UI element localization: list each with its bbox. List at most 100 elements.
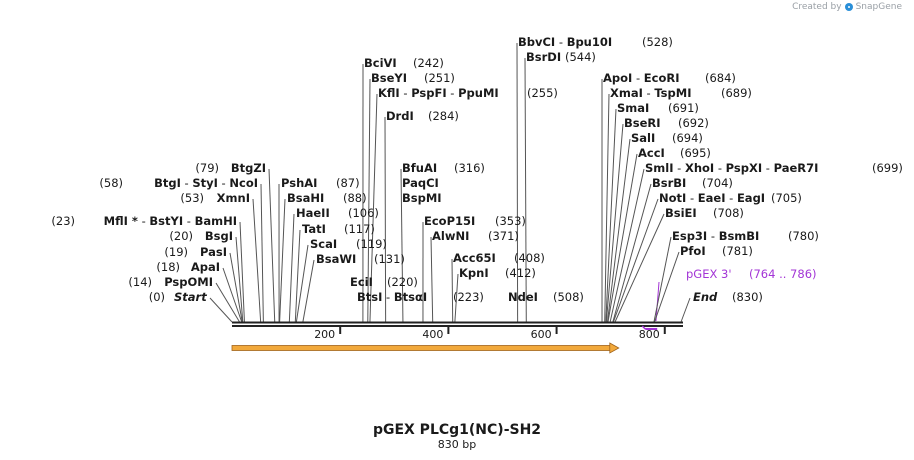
start-label: Start	[174, 290, 207, 304]
site-bspmi: BspMI	[402, 191, 442, 205]
site-bsrdi: BsrDI	[526, 50, 561, 64]
leader-drdi	[384, 116, 387, 323]
site-btgi-styi-ncoi: BtgI - StyI - NcoI	[154, 176, 258, 190]
site-pos-bcivi: (242)	[413, 56, 444, 70]
site-kfli-pspfi-ppumi: KflI - PspFI - PpuMI	[378, 86, 499, 100]
site-pos-bsawi: (131)	[374, 252, 405, 266]
site-acci: AccI	[638, 146, 665, 160]
site-scai: ScaI	[310, 237, 337, 251]
site-haeii: HaeII	[296, 206, 330, 220]
map-length: 830 bp	[438, 438, 476, 451]
site-bsgi: BsgI	[205, 229, 233, 243]
site-drdi: DrdI	[386, 109, 414, 123]
site-pos-apoi-ecori: (684)	[705, 71, 736, 85]
site-pos-ecii: (220)	[387, 275, 418, 289]
site-bbvci-bpu10i: BbvCI - Bpu10I	[518, 35, 612, 49]
site-ecii: EciI	[350, 275, 373, 289]
leader-pspomi	[215, 282, 241, 323]
leader-noti-eaei-eagi	[612, 198, 659, 323]
site-noti-eaei-eagi: NotI - EaeI - EagI	[659, 191, 765, 205]
leader-btgzi	[268, 168, 276, 323]
brand-name: SnapGene	[855, 2, 902, 12]
site-pos-xmai-tspmi: (689)	[721, 86, 752, 100]
site-pos-tati: (117)	[344, 222, 375, 236]
site-pos-btgzi: (79)	[195, 161, 219, 175]
site-pos-pasi: (19)	[164, 245, 188, 259]
leader-sali	[606, 138, 631, 323]
site-pos-kpni: (412)	[505, 266, 536, 280]
leader-smai	[605, 108, 617, 323]
leader-apai	[222, 267, 243, 323]
site-pos-ndei: (508)	[553, 290, 584, 304]
end-leader	[680, 297, 691, 323]
site-pos-ecop15i: (353)	[495, 214, 526, 228]
site-pos-esp3i-bsmbi: (780)	[788, 229, 819, 243]
feature-pgex3-name: pGEX 3'	[686, 267, 732, 281]
leader-smli-xhoi-pspxi-paer7i	[609, 168, 645, 323]
tick-label-600: 600	[531, 328, 552, 341]
site-pos-apai: (18)	[156, 260, 180, 274]
site-esp3i-bsmbi: Esp3I - BsmBI	[672, 229, 759, 243]
site-pos-smai: (691)	[668, 101, 699, 115]
tick-label-400: 400	[422, 328, 443, 341]
site-pos-sali: (694)	[672, 131, 703, 145]
leader-haeii	[288, 213, 295, 323]
site-bsahi: BsaHI	[287, 191, 324, 205]
site-xmni: XmnI	[217, 191, 250, 205]
created-by-text: Created by	[792, 2, 842, 12]
snapgene-logo-icon	[844, 3, 853, 11]
site-bfuai: BfuAI	[402, 161, 437, 175]
site-bsiei: BsiEI	[665, 206, 697, 220]
site-pos-acci: (695)	[680, 146, 711, 160]
site-pasi: PasI	[200, 245, 227, 259]
leader-pasi	[229, 252, 243, 323]
site-bseyi: BseYI	[371, 71, 407, 85]
leader-xmni	[252, 198, 262, 323]
site-xmai-tspmi: XmaI - TspMI	[610, 86, 691, 100]
site-pos-smli-xhoi-pspxi-paer7i: (699)	[872, 161, 903, 175]
site-pos-bsgi: (20)	[169, 229, 193, 243]
leader-bseri	[605, 123, 624, 323]
site-btgzi: BtgZI	[231, 161, 266, 175]
site-pos-pshai: (87)	[336, 176, 360, 190]
site-acc65i: Acc65I	[453, 251, 496, 265]
leader-xmai-tspmi	[604, 93, 610, 323]
start-position: (0)	[149, 290, 165, 304]
feature-pgex3-leader	[655, 281, 660, 322]
site-alwni: AlwNI	[432, 229, 469, 243]
site-pos-bsrdi: (544)	[565, 50, 596, 64]
site-pos-pfoi: (781)	[722, 244, 753, 258]
site-ndei: NdeI	[508, 290, 538, 304]
site-labels: pGEX 3' (764 .. 786) (0) Start End (830) PspOM…	[51, 35, 903, 304]
leader-bbvci-bpu10i	[516, 42, 519, 323]
site-sali: SalI	[631, 131, 655, 145]
sequence-backbone: 200 400 600 800	[231, 321, 683, 354]
end-label: End	[693, 290, 718, 304]
site-pos-mfli-bstyi-bamhi: (23)	[51, 214, 75, 228]
site-pos-bseri: (692)	[678, 116, 709, 130]
leader-tati	[294, 229, 301, 323]
leader-pfoi	[654, 251, 680, 323]
site-pos-scai: (119)	[356, 237, 387, 251]
tick-label-800: 800	[639, 328, 660, 341]
site-pos-pspomi: (14)	[128, 275, 152, 289]
site-pos-noti-eaei-eagi: (705)	[771, 191, 802, 205]
site-pos-bsrbi: (704)	[702, 176, 733, 190]
site-pshai: PshAI	[281, 176, 317, 190]
site-pos-bbvci-bpu10i: (528)	[642, 35, 673, 49]
leader-bsiei	[614, 213, 665, 323]
leader-bfuai	[400, 168, 404, 323]
site-pos-bfuai: (316)	[454, 161, 485, 175]
site-paqci: PaqCI	[402, 176, 439, 190]
site-pos-bsiei: (708)	[713, 206, 744, 220]
map-title: pGEX PLCg1(NC)-SH2	[373, 422, 541, 438]
feature-pgex3-range: (764 .. 786)	[749, 267, 817, 281]
orf-arrow-head	[609, 342, 620, 354]
site-apoi-ecori: ApoI - EcoRI	[603, 71, 680, 85]
site-pos-acc65i: (408)	[514, 251, 545, 265]
site-pos-bseyi: (251)	[424, 71, 455, 85]
leader-bsahi	[279, 198, 286, 323]
leader-bsawi	[302, 259, 315, 323]
site-pfoi: PfoI	[680, 244, 706, 258]
site-mfli-bstyi-bamhi: MflI * - BstYI - BamHI	[104, 214, 237, 228]
